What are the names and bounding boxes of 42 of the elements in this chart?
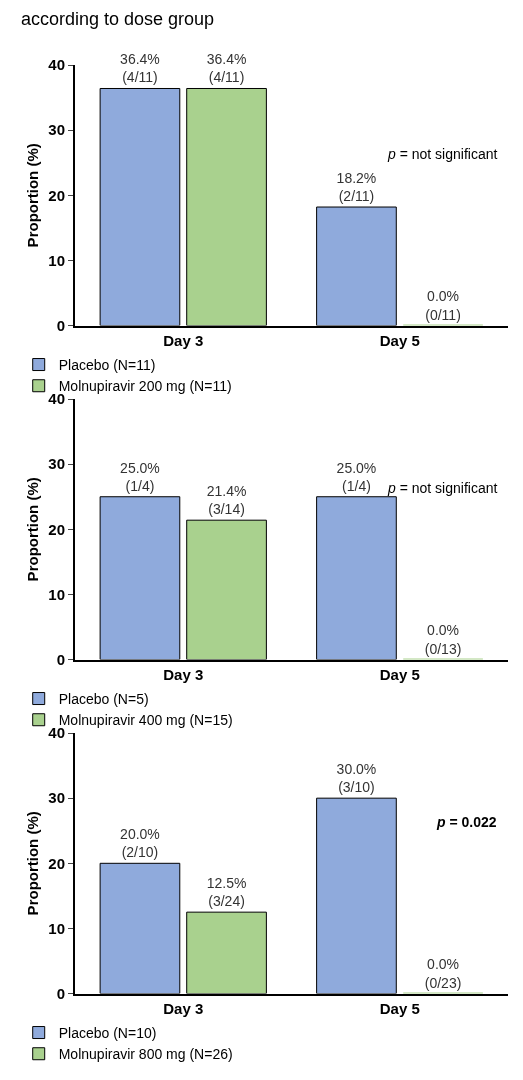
data-label: 12.5% (3/24): [206, 874, 247, 910]
annotation: p = not significant: [387, 480, 498, 496]
y-tick-label: 10: [48, 585, 65, 603]
x-tick-label: Day 5: [379, 331, 420, 349]
x-tick-label: Day 5: [379, 665, 420, 683]
y-tick-label: 20: [48, 520, 65, 538]
y-tick-label: 30: [48, 455, 65, 473]
data-label: 21.4% (3/14): [206, 482, 247, 518]
y-tick-label: 0: [56, 316, 65, 334]
y-tick-label: 40: [48, 56, 65, 74]
data-label: 18.2% (2/11): [336, 169, 377, 205]
y-tick-label: 10: [48, 919, 65, 937]
y-tick-label: 0: [56, 984, 65, 1002]
legend-label: Molnupiravir 800 mg (N=26): [58, 1046, 233, 1063]
x-tick-label: Day 3: [163, 331, 204, 349]
data-label: 30.0% (3/10): [336, 760, 377, 796]
legend-label: Placebo (N=10): [58, 1025, 157, 1041]
y-tick-label: 20: [48, 854, 65, 872]
data-label: 25.0% (1/4): [120, 459, 160, 494]
y-axis-title: Proportion (%): [24, 477, 42, 582]
y-tick-label: 30: [48, 121, 65, 139]
data-label: 0.0% (0/23): [424, 956, 462, 991]
y-tick-label: 0: [56, 650, 65, 668]
legend-label: Placebo (N=5): [58, 691, 149, 707]
data-label: 0.0% (0/13): [424, 622, 462, 657]
y-tick-label: 20: [48, 186, 65, 204]
annotation: p = not significant: [387, 146, 498, 162]
y-tick-label: 30: [48, 789, 65, 807]
y-axis-title: Proportion (%): [24, 143, 42, 248]
y-axis-title: Proportion (%): [24, 811, 42, 916]
data-label: 20.0% (2/10): [120, 826, 160, 861]
y-tick-label: 10: [48, 251, 65, 269]
x-tick-label: Day 3: [163, 999, 204, 1017]
chart-title: according to dose group: [21, 9, 215, 29]
data-label: 36.4% (4/11): [206, 51, 247, 86]
legend-label: Placebo (N=11): [58, 357, 156, 373]
annotation: p = 0.022: [436, 814, 497, 830]
data-label: 25.0% (1/4): [336, 459, 377, 494]
data-label: 36.4% (4/11): [120, 51, 160, 86]
x-tick-label: Day 5: [379, 999, 420, 1017]
data-label: 0.0% (0/11): [425, 288, 461, 323]
x-tick-label: Day 3: [163, 665, 204, 683]
